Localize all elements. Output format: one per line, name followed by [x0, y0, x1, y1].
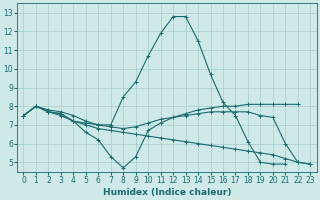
X-axis label: Humidex (Indice chaleur): Humidex (Indice chaleur) — [103, 188, 231, 197]
